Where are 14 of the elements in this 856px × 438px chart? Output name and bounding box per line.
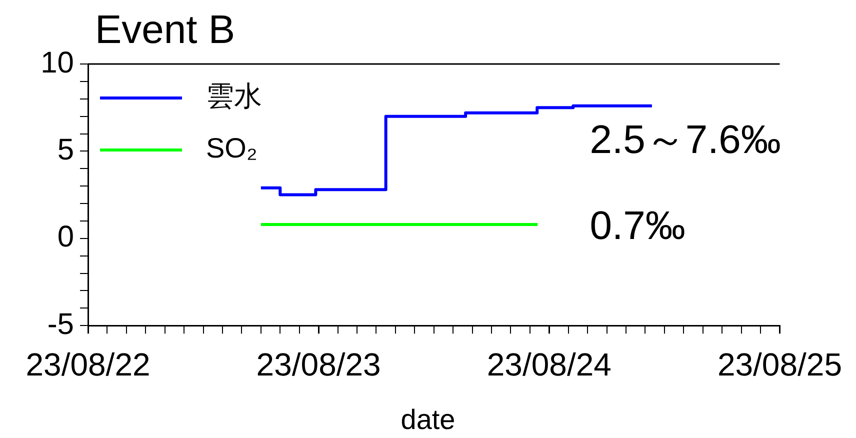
- y-tick-label: 10: [40, 46, 74, 80]
- y-tick-label: 5: [57, 133, 74, 166]
- x-tick-label: 23/08/24: [486, 346, 612, 383]
- x-tick-label: 23/08/22: [26, 346, 150, 383]
- y-tick-label: -5: [47, 308, 74, 341]
- chart-title: Event B: [95, 7, 236, 54]
- x-axis-title: date: [400, 404, 456, 436]
- annotation: 2.5～7.6‰: [590, 118, 781, 162]
- x-tick-label: 23/08/23: [256, 346, 381, 383]
- x-tick-label: 23/08/25: [717, 346, 842, 383]
- y-tick-label: 0: [57, 220, 74, 254]
- legend-label: 雲水: [206, 80, 262, 112]
- annotation: 0.7‰: [590, 204, 686, 248]
- legend-label: SO₂: [206, 132, 258, 164]
